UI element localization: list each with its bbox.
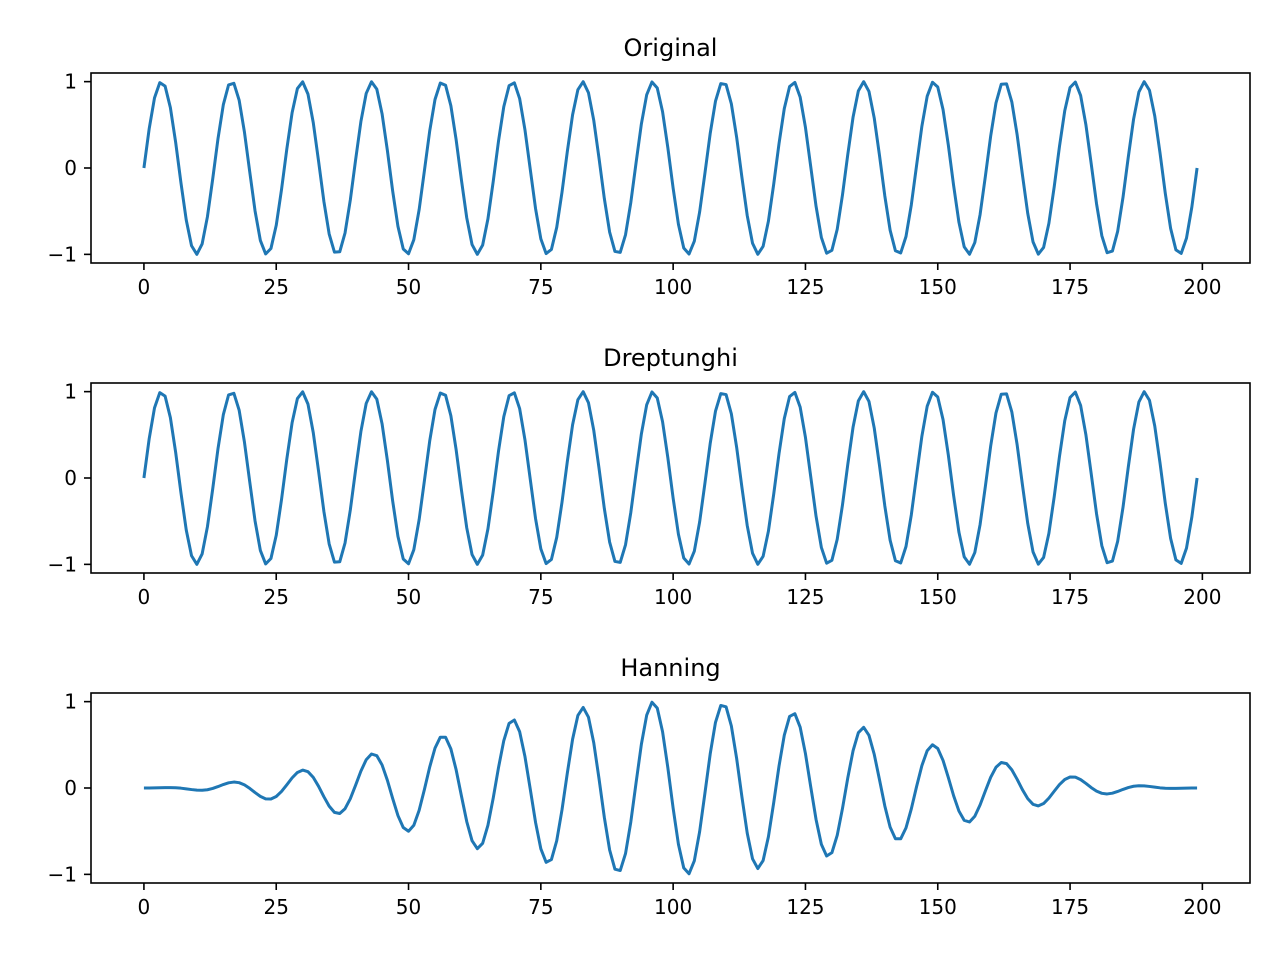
x-tick-label: 175: [1051, 275, 1089, 299]
x-tick-label: 75: [528, 275, 553, 299]
series-line-0: [143, 700, 1198, 876]
x-tick-label: 50: [396, 275, 421, 299]
x-tick-label: 0: [138, 585, 151, 609]
x-tick-label: 150: [919, 585, 957, 609]
series-line-0: [142, 390, 1199, 566]
x-tick-label: 150: [919, 275, 957, 299]
subplot-1: Dreptunghi 0 25 50 75 100 125 150 175 200 −1 0 1: [48, 344, 1251, 609]
y-tick-label: −1: [48, 552, 77, 576]
x-tick-label: 75: [528, 585, 553, 609]
y-tick-label: 0: [64, 776, 77, 800]
subplot-title: Original: [624, 34, 718, 62]
x-tick-label: 125: [786, 895, 824, 919]
x-tick-label: 25: [264, 585, 289, 609]
x-tick-label: 25: [264, 275, 289, 299]
y-tick-label: −1: [48, 242, 77, 266]
subplot-title: Dreptunghi: [603, 344, 738, 372]
y-tick-label: 1: [64, 70, 77, 94]
x-tick-label: 200: [1183, 585, 1221, 609]
y-tick-label: 1: [64, 690, 77, 714]
subplot-2: Hanning 0 25 50 75 100 125 150 175 200 −1 0 1: [48, 654, 1251, 919]
x-tick-label: 50: [396, 895, 421, 919]
y-tick-label: −1: [48, 862, 77, 886]
y-tick-label: 0: [64, 466, 77, 490]
x-tick-label: 175: [1051, 895, 1089, 919]
x-tick-label: 0: [138, 275, 151, 299]
subplot-title: Hanning: [620, 654, 720, 682]
x-tick-label: 100: [654, 895, 692, 919]
x-tick-label: 75: [528, 895, 553, 919]
x-tick-label: 125: [786, 275, 824, 299]
y-tick-label: 1: [64, 380, 77, 404]
subplot-0: Original 0 25 50 75 100 125 150 175 200 −1 0 1: [48, 34, 1251, 299]
series-line-0: [142, 80, 1199, 256]
x-tick-label: 100: [654, 275, 692, 299]
x-tick-label: 200: [1183, 895, 1221, 919]
x-tick-label: 50: [396, 585, 421, 609]
y-tick-label: 0: [64, 156, 77, 180]
x-tick-label: 150: [919, 895, 957, 919]
x-tick-label: 175: [1051, 585, 1089, 609]
x-tick-label: 125: [786, 585, 824, 609]
x-tick-label: 100: [654, 585, 692, 609]
x-tick-label: 0: [138, 895, 151, 919]
x-tick-label: 25: [264, 895, 289, 919]
x-tick-label: 200: [1183, 275, 1221, 299]
